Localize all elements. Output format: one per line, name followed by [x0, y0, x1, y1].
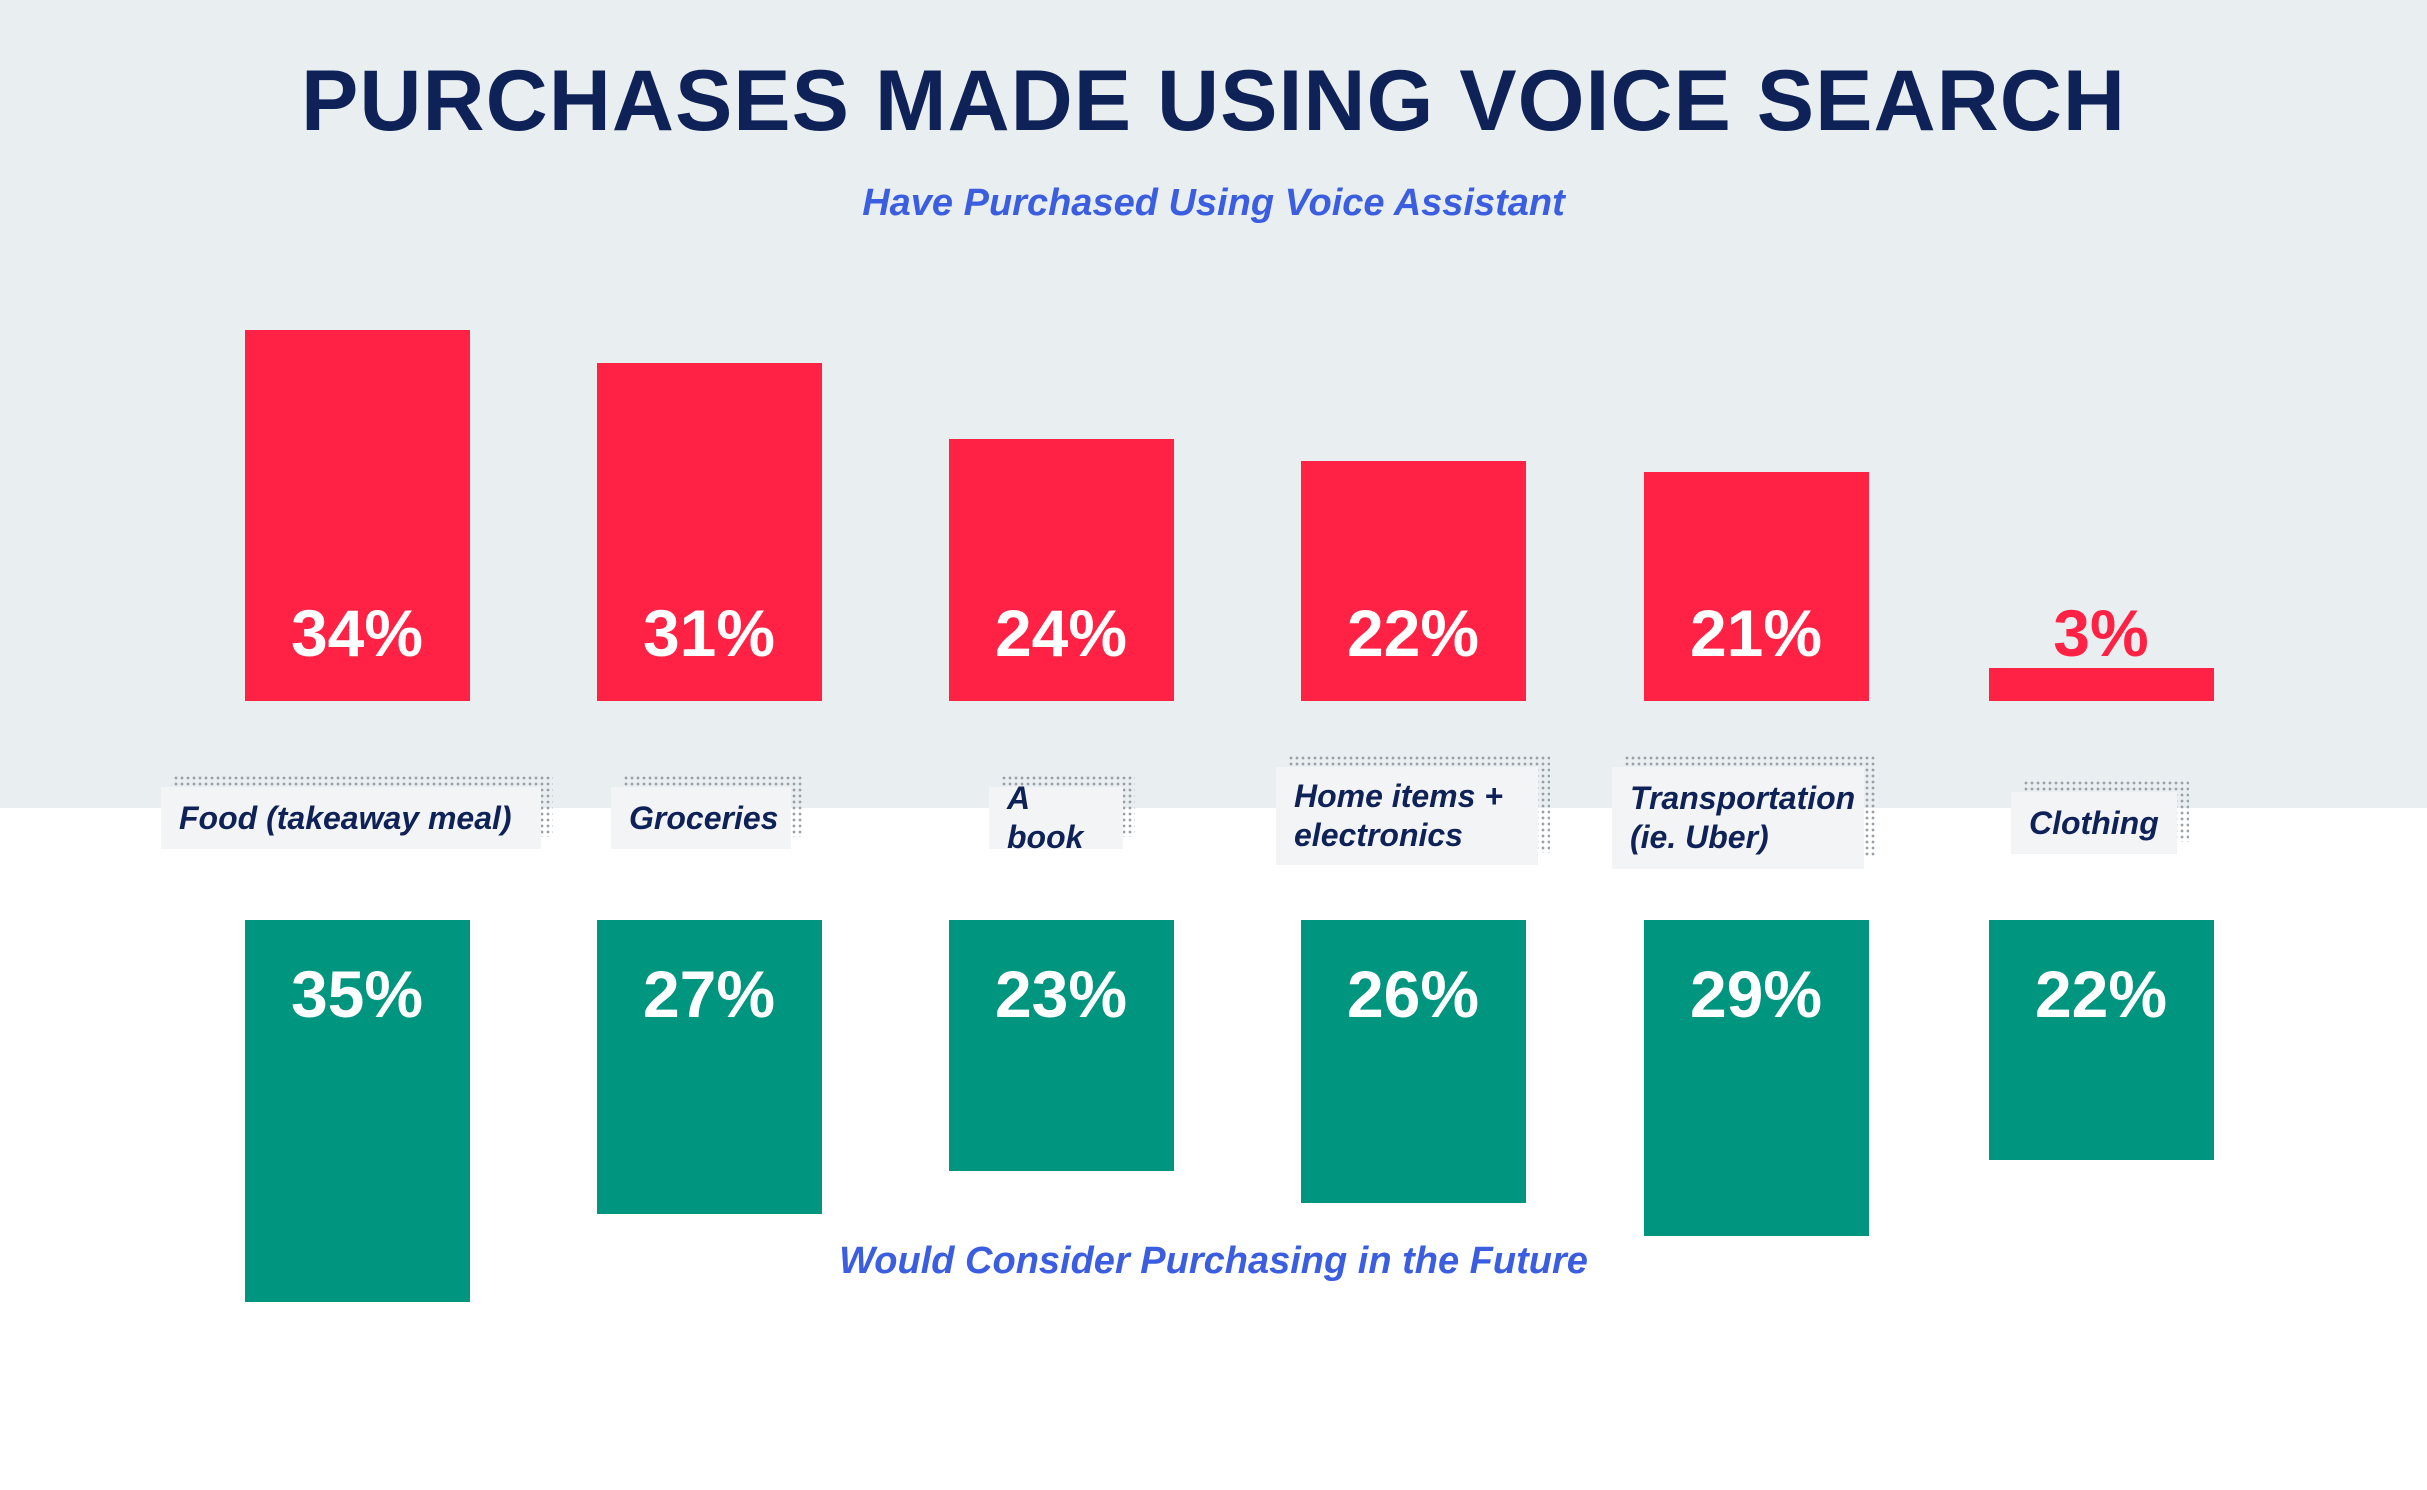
value-label-purchased-groceries: 31% [642, 596, 776, 670]
bar-purchased-food-takeaway-meal [244, 330, 470, 701]
value-label-future-home-items-electronics: 26% [1346, 957, 1480, 1031]
bar-purchased-clothing [1988, 668, 2214, 701]
category-text: Groceries [611, 787, 791, 849]
series-label-purchased: Have Purchased Using Voice Assistant [862, 182, 1565, 224]
series-label-future: Would Consider Purchasing in the Future [839, 1240, 1588, 1282]
category-text: Home items + electronics [1276, 767, 1538, 865]
category-label-transportation-ie-uber: Transportation (ie. Uber) [1612, 755, 1876, 869]
category-text: Food (takeaway meal) [161, 787, 541, 849]
category-label-home-items-electronics: Home items + electronics [1276, 755, 1550, 865]
bar-purchased-home-items-electronics [1300, 461, 1526, 701]
category-text: Transportation (ie. Uber) [1612, 767, 1864, 869]
bar-future-food-takeaway-meal [244, 920, 470, 1302]
chart-title: PURCHASES MADE USING VOICE SEARCH [301, 53, 2126, 149]
bar-future-groceries [596, 920, 822, 1215]
bar-purchased-a-book [948, 439, 1174, 701]
value-label-purchased-transportation-ie-uber: 21% [1689, 596, 1823, 670]
category-label-food-takeaway-meal: Food (takeaway meal) [161, 775, 553, 849]
bar-purchased-groceries [596, 363, 822, 701]
value-label-future-transportation-ie-uber: 29% [1689, 957, 1823, 1031]
value-label-purchased-home-items-electronics: 22% [1346, 596, 1480, 670]
value-label-future-a-book: 23% [994, 957, 1128, 1031]
bar-future-home-items-electronics [1300, 920, 1526, 1204]
category-text: Clothing [2011, 792, 2177, 854]
category-label-a-book: A book [989, 775, 1135, 855]
bar-purchased-transportation-ie-uber [1643, 472, 1869, 701]
value-label-future-food-takeaway-meal: 35% [290, 957, 424, 1031]
value-label-purchased-clothing: 3% [2053, 596, 2149, 670]
category-text: A book [989, 780, 1123, 855]
value-label-future-groceries: 27% [642, 957, 776, 1031]
category-label-clothing: Clothing [2011, 780, 2189, 854]
value-label-purchased-food-takeaway-meal: 34% [290, 596, 424, 670]
bar-future-transportation-ie-uber [1643, 920, 1869, 1237]
bar-future-a-book [948, 920, 1174, 1171]
category-label-groceries: Groceries [611, 775, 803, 849]
value-label-future-clothing: 22% [2034, 957, 2168, 1031]
bar-future-clothing [1988, 920, 2214, 1160]
value-label-purchased-a-book: 24% [994, 596, 1128, 670]
